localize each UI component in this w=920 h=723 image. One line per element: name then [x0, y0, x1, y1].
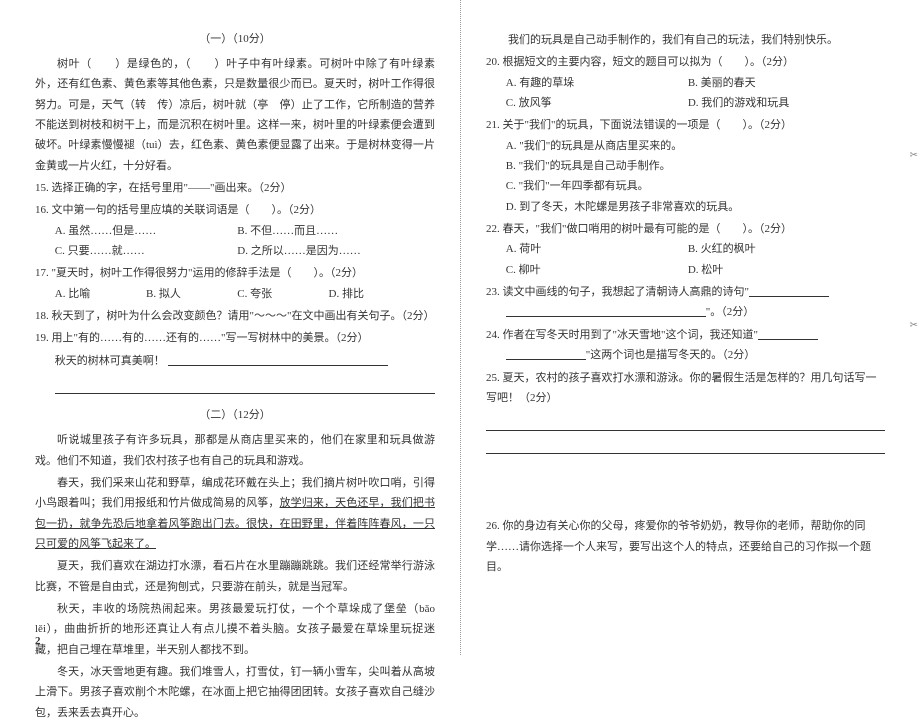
- q23-cont: "。（2分）: [486, 302, 885, 322]
- blank-line[interactable]: [486, 436, 885, 454]
- blank-line[interactable]: [506, 316, 706, 317]
- q23: 23. 读文中画线的句子，我想起了清朝诗人高鼎的诗句": [486, 282, 885, 302]
- blank-line[interactable]: [168, 365, 388, 366]
- q26: 26. 你的身边有关心你的父母，疼爱你的爷爷奶奶，教导你的老师，帮助你的同学………: [486, 516, 885, 577]
- q21-d: D. 到了冬天，木陀螺是男孩子非常喜欢的玩具。: [486, 197, 885, 217]
- q21: 21. 关于"我们"的玩具，下面说法错误的一项是（ ）。（2分）: [486, 115, 885, 135]
- q19: 19. 用上"有的……有的……还有的……"写一写树林中的美景。（2分）: [35, 328, 435, 348]
- blank-line[interactable]: [55, 376, 435, 394]
- q24-text: 24. 作者在写冬天时用到了"冰天雪地"这个词，我还知道": [486, 329, 758, 341]
- binding-mark-icon: ✂: [910, 320, 918, 331]
- q16: 16. 文中第一句的括号里应填的关联词语是（ ）。（2分）: [35, 200, 435, 220]
- q22-c: C. 柳叶: [506, 260, 688, 280]
- q16-b: B. 不但……而且……: [237, 221, 419, 241]
- binding-mark-icon: ✂: [910, 150, 918, 161]
- section1-title: （一）（10分）: [35, 30, 435, 46]
- q16-c: C. 只要……就……: [55, 241, 237, 261]
- q19-answer: 秋天的树林可真美啊！: [35, 351, 435, 371]
- right-page: 我们的玩具是自己动手制作的，我们有自己的玩法，我们特别快乐。 20. 根据短文的…: [460, 0, 920, 655]
- passage2-p2: 春天，我们采来山花和野草，编成花环戴在头上；我们摘片树叶吹口哨，引得小鸟跟着叫；…: [35, 473, 435, 554]
- q24: 24. 作者在写冬天时用到了"冰天雪地"这个词，我还知道": [486, 325, 885, 345]
- q17-options: A. 比喻 B. 拟人 C. 夸张 D. 排比: [35, 284, 435, 304]
- q17-c: C. 夸张: [237, 284, 328, 304]
- passage1: 树叶（ ）是绿色的，（ ）叶子中有叶绿素。可树叶中除了有叶绿素外，还有红色素、黄…: [35, 54, 435, 176]
- q22: 22. 春天，"我们"做口哨用的树叶最有可能的是（ ）。（2分）: [486, 219, 885, 239]
- blank-line[interactable]: [758, 339, 818, 340]
- left-page: （一）（10分） 树叶（ ）是绿色的，（ ）叶子中有叶绿素。可树叶中除了有叶绿素…: [0, 0, 460, 655]
- q15: 15. 选择正确的字，在括号里用"——"画出来。（2分）: [35, 178, 435, 198]
- q17-a: A. 比喻: [55, 284, 146, 304]
- q20-options: A. 有趣的草垛 B. 美丽的春天 C. 放风筝 D. 我们的游戏和玩具: [486, 73, 885, 114]
- q20-c: C. 放风筝: [506, 93, 688, 113]
- page-number: 2: [35, 635, 41, 647]
- q16-d: D. 之所以……是因为……: [237, 241, 419, 261]
- q16-a: A. 虽然……但是……: [55, 221, 237, 241]
- passage2-p6: 我们的玩具是自己动手制作的，我们有自己的玩法，我们特别快乐。: [486, 30, 885, 50]
- q19-lead: 秋天的树林可真美啊！: [55, 355, 165, 367]
- section2-title: （二）（12分）: [35, 406, 435, 422]
- q23-tail: "。（2分）: [706, 306, 755, 318]
- q18: 18. 秋天到了，树叶为什么会改变颜色？请用"～～～"在文中画出有关句子。（2分…: [35, 306, 435, 326]
- q24-tail: "这两个词也是描写冬天的。（2分）: [586, 349, 756, 361]
- passage2-p5: 冬天，冰天雪地更有趣。我们堆雪人，打雪仗，钉一辆小雪车，尖叫着从高坡上滑下。男孩…: [35, 662, 435, 723]
- blank-line[interactable]: [749, 296, 829, 297]
- q20: 20. 根据短文的主要内容，短文的题目可以拟为（ ）。（2分）: [486, 52, 885, 72]
- passage2-p3: 夏天，我们喜欢在湖边打水漂，看石片在水里蹦蹦跳跳。我们还经常举行游泳比赛，不管是…: [35, 556, 435, 597]
- q24-cont: "这两个词也是描写冬天的。（2分）: [486, 345, 885, 365]
- q21-a: A. "我们"的玩具是从商店里买来的。: [486, 136, 885, 156]
- q17-d: D. 排比: [329, 284, 420, 304]
- blank-line[interactable]: [506, 359, 586, 360]
- q20-b: B. 美丽的春天: [688, 73, 870, 93]
- q17: 17. "夏天时，树叶工作得很努力"运用的修辞手法是（ ）。（2分）: [35, 263, 435, 283]
- q22-a: A. 荷叶: [506, 239, 688, 259]
- q22-options: A. 荷叶 B. 火红的枫叶 C. 柳叶 D. 松叶: [486, 239, 885, 280]
- q21-c: C. "我们"一年四季都有玩具。: [486, 176, 885, 196]
- q25: 25. 夏天，农村的孩子喜欢打水漂和游泳。你的暑假生活是怎样的？用几句话写一写吧…: [486, 368, 885, 409]
- q20-a: A. 有趣的草垛: [506, 73, 688, 93]
- q22-d: D. 松叶: [688, 260, 870, 280]
- passage2-p1: 听说城里孩子有许多玩具，那都是从商店里买来的，他们在家里和玩具做游戏。他们不知道…: [35, 430, 435, 471]
- blank-line[interactable]: [486, 413, 885, 431]
- q20-d: D. 我们的游戏和玩具: [688, 93, 870, 113]
- q22-b: B. 火红的枫叶: [688, 239, 870, 259]
- q21-b: B. "我们"的玩具是自己动手制作。: [486, 156, 885, 176]
- q17-b: B. 拟人: [146, 284, 237, 304]
- q16-options: A. 虽然……但是…… B. 不但……而且…… C. 只要……就…… D. 之所…: [35, 221, 435, 262]
- q23-text: 23. 读文中画线的句子，我想起了清朝诗人高鼎的诗句": [486, 286, 749, 298]
- passage2-p4: 秋天，丰收的场院热闹起来。男孩最爱玩打仗，一个个草垛成了堡垒（bǎo lěi），…: [35, 599, 435, 660]
